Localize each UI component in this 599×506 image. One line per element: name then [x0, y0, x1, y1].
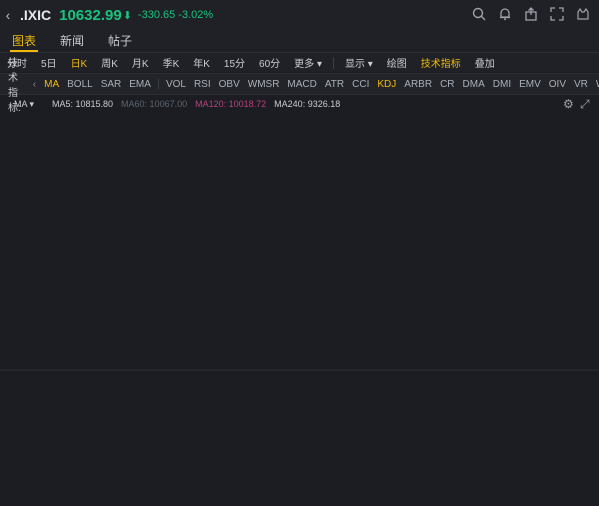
- header-bar: ‹ .IXIC 10632.99 ⬇ -330.65 -3.02%: [0, 0, 599, 30]
- indicator-sar[interactable]: SAR: [100, 78, 122, 90]
- kdj-pane-bg: [0, 370, 599, 506]
- ma120-value: MA120: 10018.72: [195, 99, 267, 109]
- overlay-button[interactable]: 叠加: [474, 59, 495, 70]
- gear-icon[interactable]: ⚙: [563, 97, 574, 111]
- technical-indicators-button[interactable]: 技术指标: [420, 59, 461, 70]
- indicator-vr[interactable]: VR: [574, 78, 588, 90]
- current-price: 10632.99: [59, 6, 122, 24]
- price-pane-bg: [0, 112, 599, 370]
- period-bar: 分时 5日 日K 周K 月K 季K 年K 15分 60分 更多 ▾ 显示 ▾ 绘…: [0, 52, 599, 72]
- indicator-emv[interactable]: EMV: [519, 78, 541, 90]
- ma60-value: MA60: 10067.00: [121, 99, 188, 109]
- search-icon[interactable]: [471, 6, 487, 22]
- share-icon[interactable]: [523, 6, 539, 22]
- indicator-bar: 技术指标: ‹ MA BOLL SAR EMA VOL RSI OBV WMSR MACD ATR…: [0, 58, 599, 114]
- period-60min[interactable]: 60分: [259, 59, 281, 70]
- price-down-arrow-icon: ⬇: [122, 9, 132, 22]
- indicator-rsi[interactable]: RSI: [193, 78, 211, 90]
- tab-posts[interactable]: 帖子: [108, 34, 133, 48]
- divider: [157, 79, 159, 89]
- indicator-ma[interactable]: MA: [44, 78, 60, 90]
- ma240-value: MA240: 9326.18: [274, 99, 341, 109]
- period-daily[interactable]: 日K: [70, 59, 88, 70]
- chevron-left-icon: ‹: [5, 7, 11, 23]
- stock-symbol: .IXIC: [20, 7, 52, 23]
- indicator-wmsr[interactable]: WMSR: [247, 78, 280, 90]
- chevron-left-icon[interactable]: ‹: [32, 78, 37, 90]
- ma5-value: MA5: 10815.80: [52, 99, 114, 109]
- fullscreen-icon[interactable]: [549, 6, 565, 22]
- divider: [332, 56, 334, 69]
- indicator-macd[interactable]: MACD: [287, 78, 317, 90]
- indicator-obv[interactable]: OBV: [218, 78, 240, 90]
- indicator-cr[interactable]: CR: [440, 78, 455, 90]
- period-intraday[interactable]: 分时: [7, 59, 27, 70]
- indicator-kdj[interactable]: KDJ: [377, 78, 397, 90]
- price-change: -330.65 -3.02%: [137, 9, 214, 21]
- indicator-oiv[interactable]: OIV: [548, 78, 567, 90]
- indicator-boll[interactable]: BOLL: [67, 78, 93, 90]
- tab-chart[interactable]: 图表: [0, 30, 48, 52]
- candlestick-chart[interactable]: 老虎证券 12355.6111902.0411448.5310994.99105…: [0, 112, 599, 506]
- back-button[interactable]: ‹: [0, 0, 16, 30]
- ma-legend: MA ▾ MA5: 10815.80 MA60: 10067.00 MA120:…: [0, 96, 599, 112]
- indicator-cci[interactable]: CCI: [352, 78, 370, 90]
- tab-news[interactable]: 新闻: [60, 34, 85, 48]
- period-quarterly[interactable]: 季K: [162, 59, 180, 70]
- indicator-bar-title: 技术指标:: [8, 58, 21, 114]
- period-15min[interactable]: 15分: [223, 59, 246, 70]
- indicator-arbr[interactable]: ARBR: [404, 78, 433, 90]
- period-yearly[interactable]: 年K: [193, 59, 210, 70]
- indicator-vol[interactable]: VOL: [165, 78, 186, 90]
- content-tabs: 图表 新闻 帖子: [0, 30, 599, 52]
- ma-selector[interactable]: MA ▾: [14, 98, 35, 109]
- period-more-dropdown[interactable]: 更多 ▾: [294, 59, 322, 70]
- bell-icon[interactable]: [497, 6, 513, 22]
- drawing-button[interactable]: 绘图: [386, 59, 407, 70]
- period-weekly[interactable]: 周K: [101, 59, 118, 70]
- indicator-dma[interactable]: DMA: [462, 78, 485, 90]
- indicator-dmi[interactable]: DMI: [492, 78, 512, 90]
- period-5day[interactable]: 5日: [41, 59, 57, 70]
- tiger-icon[interactable]: [575, 6, 591, 22]
- display-dropdown[interactable]: 显示 ▾: [344, 59, 373, 70]
- indicator-atr[interactable]: ATR: [324, 78, 345, 90]
- indicator-ema[interactable]: EMA: [129, 78, 151, 90]
- fullscreen-small-icon[interactable]: ⤢: [580, 97, 590, 111]
- period-monthly[interactable]: 月K: [131, 59, 149, 70]
- indicator-wvad[interactable]: WVAD: [592, 79, 599, 90]
